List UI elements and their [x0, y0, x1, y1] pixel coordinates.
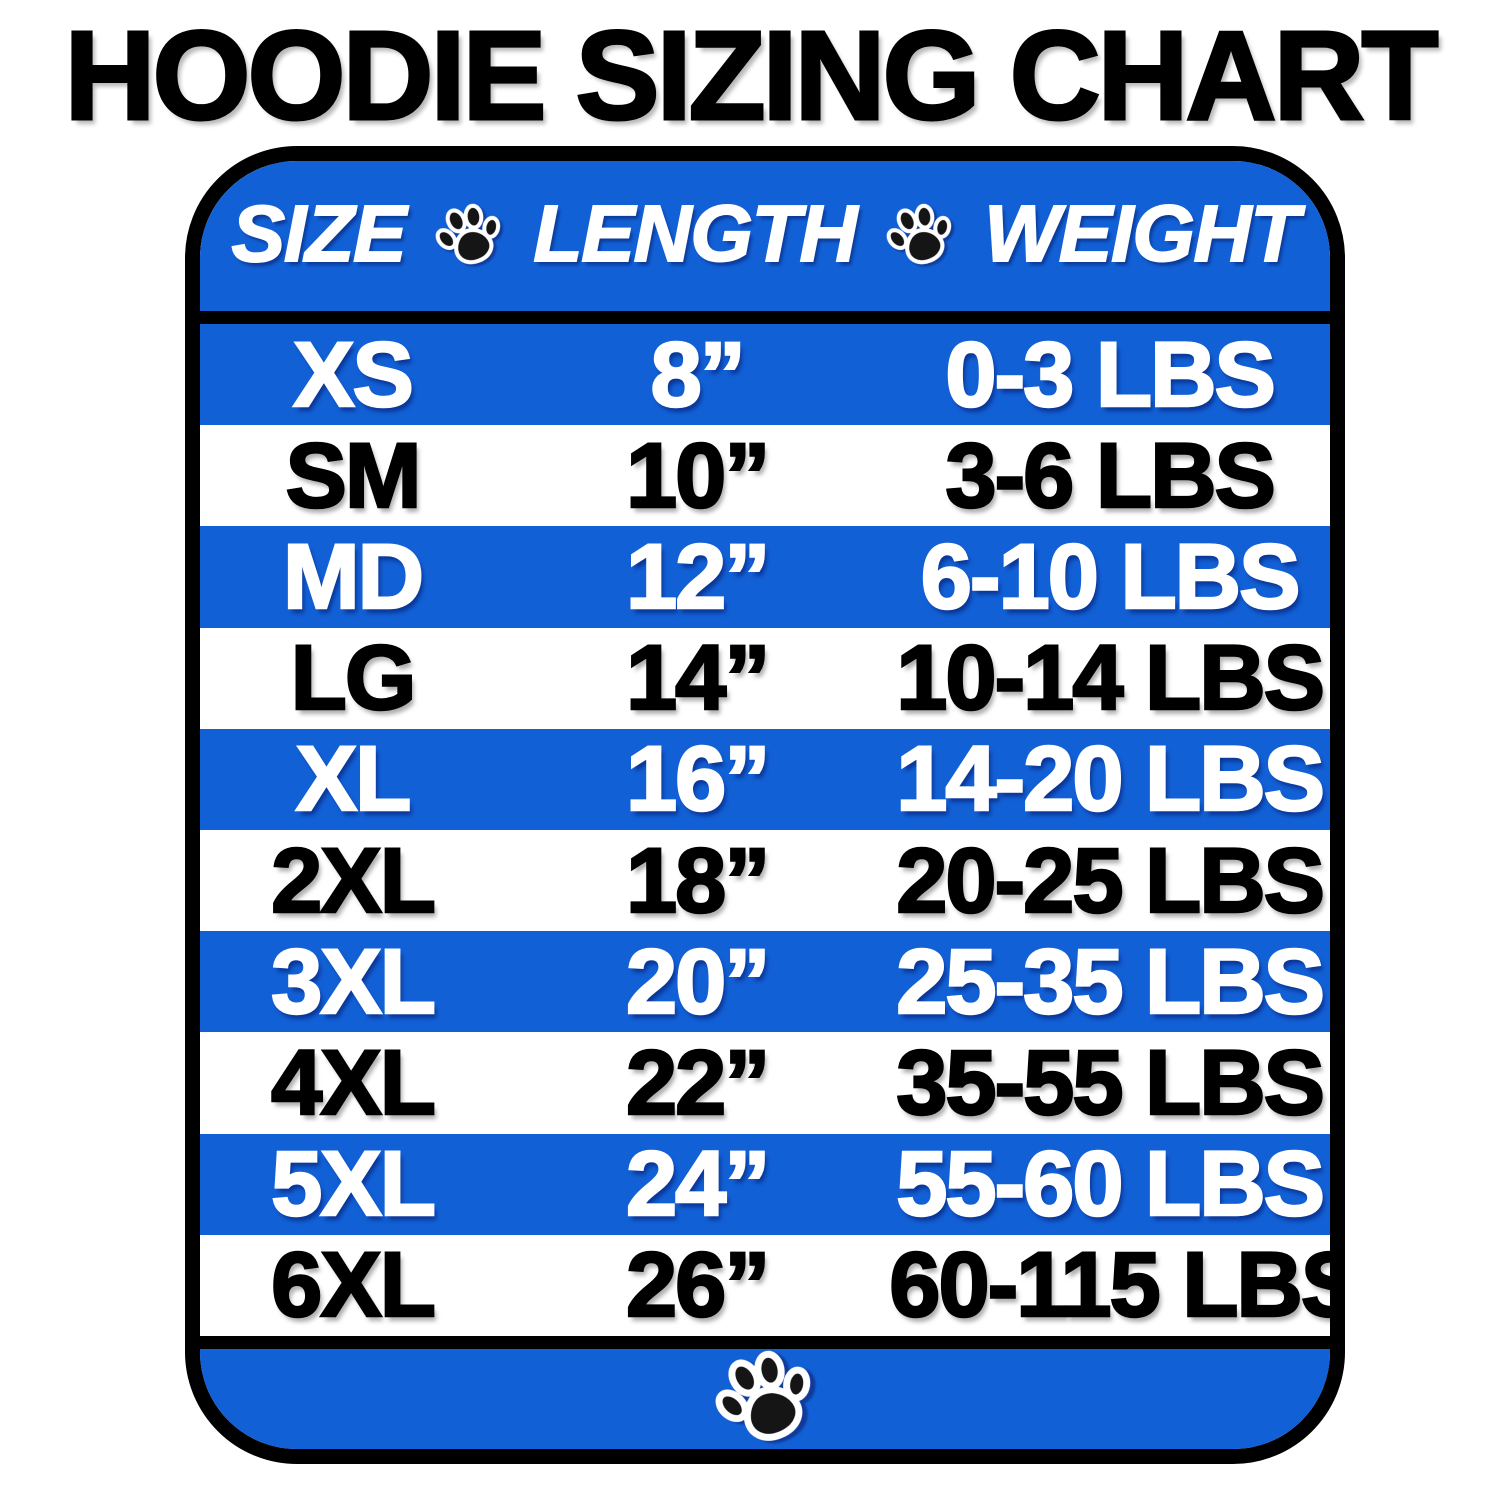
table-row: XS 8” 0-3 LBS — [200, 323, 1330, 426]
footer-divider — [200, 1336, 1330, 1349]
paw-icon — [425, 193, 514, 280]
length-cell: 8” — [649, 323, 747, 426]
weight-cell: 3-6 LBS — [944, 424, 1277, 527]
length-cell: 20” — [625, 930, 772, 1033]
table-header-row: SIZE LENGTH — [200, 161, 1330, 311]
column-header-size: SIZE — [231, 189, 408, 278]
size-cell: XS — [292, 323, 415, 426]
sizing-table-body: XS 8” 0-3 LBS SM 10” 3-6 LBS MD 12” 6-10… — [200, 323, 1345, 1337]
sizing-chart-panel: SIZE LENGTH — [185, 146, 1345, 1464]
weight-cell: 0-3 LBS — [944, 323, 1277, 426]
table-row: LG 14” 10-14 LBS — [200, 627, 1330, 730]
size-cell: 3XL — [270, 930, 437, 1033]
size-cell: 6XL — [270, 1234, 437, 1337]
header-divider — [200, 311, 1330, 324]
length-cell: 14” — [625, 627, 772, 730]
table-row: SM 10” 3-6 LBS — [200, 424, 1330, 527]
weight-cell: 25-35 LBS — [895, 930, 1326, 1033]
table-row: 2XL 18” 20-25 LBS — [200, 829, 1330, 932]
size-cell: 2XL — [270, 829, 437, 932]
column-header-length: LENGTH — [532, 189, 858, 278]
length-cell: 22” — [625, 1032, 772, 1135]
table-row: 3XL 20” 25-35 LBS — [200, 930, 1330, 1033]
weight-cell: 35-55 LBS — [895, 1032, 1326, 1135]
length-cell: 10” — [625, 424, 772, 527]
length-cell: 18” — [625, 829, 772, 932]
table-row: XL 16” 14-20 LBS — [200, 728, 1330, 831]
weight-cell: 60-115 LBS — [888, 1234, 1345, 1337]
size-cell: XL — [295, 728, 413, 831]
size-cell: 4XL — [270, 1032, 437, 1135]
table-row: 4XL 22” 35-55 LBS — [200, 1032, 1330, 1135]
column-header-weight: WEIGHT — [983, 189, 1300, 278]
size-cell: MD — [282, 526, 426, 628]
weight-cell: 55-60 LBS — [895, 1133, 1326, 1236]
length-cell: 16” — [625, 728, 772, 831]
size-cell: 5XL — [270, 1133, 437, 1236]
paw-icon — [876, 193, 965, 280]
panel-footer — [200, 1349, 1330, 1449]
weight-cell: 14-20 LBS — [895, 728, 1326, 831]
size-cell: SM — [284, 424, 423, 527]
page-title: HOODIE SIZING CHART — [63, 4, 1440, 148]
length-cell: 24” — [625, 1133, 772, 1236]
weight-cell: 20-25 LBS — [895, 829, 1326, 932]
weight-cell: 10-14 LBS — [895, 627, 1326, 730]
length-cell: 12” — [625, 526, 772, 628]
table-row: MD 12” 6-10 LBS — [200, 526, 1330, 628]
table-row: 6XL 26” 60-115 LBS — [200, 1234, 1345, 1337]
table-row: 5XL 24” 55-60 LBS — [200, 1133, 1330, 1236]
length-cell: 26” — [625, 1234, 772, 1337]
size-cell: LG — [289, 627, 417, 730]
weight-cell: 6-10 LBS — [920, 526, 1302, 628]
paw-icon — [694, 1332, 835, 1449]
